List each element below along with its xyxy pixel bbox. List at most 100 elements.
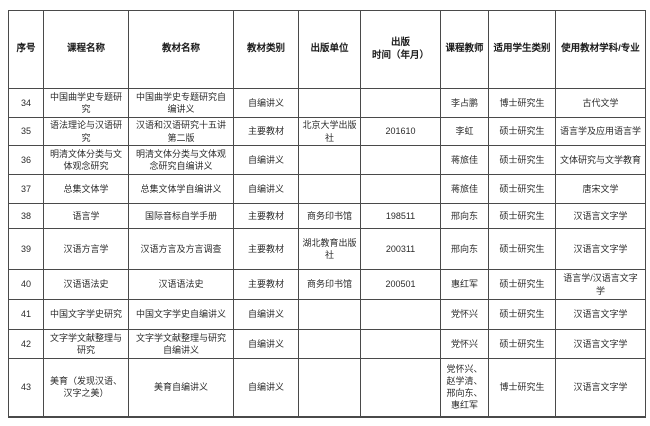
table-cell — [298, 145, 361, 175]
table-cell: 总集文体学自编讲义 — [128, 174, 234, 204]
table-cell: 汉语方言学 — [43, 228, 129, 270]
col-header-subject-major: 使用教材学科/专业 — [555, 10, 646, 89]
table-row: 35 语法理论与汉语研究 汉语和汉语研究十五讲第二版 主要教材 北京大学出版社 20161… — [8, 117, 646, 146]
table-cell: 主要教材 — [233, 269, 299, 300]
table-cell: 主要教材 — [233, 228, 299, 270]
table-header-row: 序号 课程名称 教材名称 教材类别 出版单位 出版 时间（年月） 课程教师 适用学生类别 使用教… — [8, 10, 646, 89]
table-cell: 湖北教育出版社 — [298, 228, 361, 270]
table-cell: 李虹 — [440, 117, 489, 146]
col-header-teacher: 课程教师 — [440, 10, 489, 89]
table-head: 序号 课程名称 教材名称 教材类别 出版单位 出版 时间（年月） 课程教师 适用学生类别 使用教… — [8, 10, 646, 89]
table-cell: 唐宋文学 — [555, 174, 646, 204]
table-cell: 198511 — [360, 203, 441, 229]
table-cell: 惠红军 — [440, 269, 489, 300]
table-cell: 汉语语法史 — [43, 269, 129, 300]
table-cell: 主要教材 — [233, 117, 299, 146]
table-cell: 蒋旅佳 — [440, 174, 489, 204]
table-cell: 李占鹏 — [440, 88, 489, 118]
table-cell: 汉语方言及方言调查 — [128, 228, 234, 270]
table-cell: 语法理论与汉语研究 — [43, 117, 129, 146]
table-cell — [298, 174, 361, 204]
table-cell: 38 — [8, 203, 44, 229]
table-row: 39 汉语方言学 汉语方言及方言调查 主要教材 湖北教育出版社 200311 邢向东 硕士研究… — [8, 228, 646, 270]
table-cell: 37 — [8, 174, 44, 204]
table-cell: 古代文学 — [555, 88, 646, 118]
table-cell: 自编讲义 — [233, 88, 299, 118]
table-cell: 文字学文献整理与研究自编讲义 — [128, 329, 234, 359]
textbook-list-table: 序号 课程名称 教材名称 教材类别 出版单位 出版 时间（年月） 课程教师 适用学生类别 使用教… — [8, 10, 646, 418]
table-cell: 文字学文献整理与研究 — [43, 329, 129, 359]
table-cell: 自编讲义 — [233, 299, 299, 330]
table-cell: 硕士研究生 — [488, 329, 556, 359]
table-cell — [360, 299, 441, 330]
table-cell: 39 — [8, 228, 44, 270]
table-cell: 邢向东 — [440, 228, 489, 270]
table-cell: 语言学及应用语言学 — [555, 117, 646, 146]
table-cell: 硕士研究生 — [488, 299, 556, 330]
table-cell: 中国曲学史专题研究 — [43, 88, 129, 118]
table-cell: 42 — [8, 329, 44, 359]
table-cell: 党怀兴、 赵学清、 邢向东、 惠红军 — [440, 358, 489, 417]
table-row: 36 明清文体分类与文体观念研究 明清文体分类与文体观念研究自编讲义 自编讲义 蒋旅佳硕… — [8, 145, 646, 175]
table-cell: 党怀兴 — [440, 299, 489, 330]
table-cell — [360, 329, 441, 359]
table-cell: 商务印书馆 — [298, 203, 361, 229]
table-cell: 商务印书馆 — [298, 269, 361, 300]
table-cell: 中国文字学史研究 — [43, 299, 129, 330]
table-cell: 总集文体学 — [43, 174, 129, 204]
table-cell: 34 — [8, 88, 44, 118]
table-row: 43 美育（发现汉语、汉字之美） 美育自编讲义 自编讲义 党怀兴、 赵学清、 邢向东、 … — [8, 358, 646, 417]
table-cell — [360, 358, 441, 417]
table-cell: 自编讲义 — [233, 358, 299, 417]
col-header-student-type: 适用学生类别 — [488, 10, 556, 89]
table-cell: 汉语言文字学 — [555, 299, 646, 330]
table-cell — [298, 358, 361, 417]
table-cell: 党怀兴 — [440, 329, 489, 359]
table-cell — [360, 145, 441, 175]
table-cell: 硕士研究生 — [488, 174, 556, 204]
table-cell: 自编讲义 — [233, 174, 299, 204]
table-body: 34 中国曲学史专题研究 中国曲学史专题研究自编讲义 自编讲义 李占鹏 博士研究生 古代文学… — [8, 88, 646, 417]
col-header-index: 序号 — [8, 10, 44, 89]
table-cell: 汉语语法史 — [128, 269, 234, 300]
table-row: 42 文字学文献整理与研究 文字学文献整理与研究自编讲义 自编讲义 党怀兴 硕士研究生 汉语… — [8, 329, 646, 359]
table-row: 41 中国文字学史研究 中国文字学史自编讲义 自编讲义 党怀兴 硕士研究生 汉语言文字学 — [8, 299, 646, 330]
table-row: 40 汉语语法史 汉语语法史 主要教材 商务印书馆 200501 惠红军 硕士研究生 语言学/汉… — [8, 269, 646, 300]
table-cell: 国际音标自学手册 — [128, 203, 234, 229]
table-cell: 明清文体分类与文体观念研究 — [43, 145, 129, 175]
table-cell: 硕士研究生 — [488, 117, 556, 146]
table-cell: 汉语言文字学 — [555, 358, 646, 417]
table-cell: 硕士研究生 — [488, 203, 556, 229]
table-cell: 自编讲义 — [233, 329, 299, 359]
col-header-course-name: 课程名称 — [43, 10, 129, 89]
table-cell: 201610 — [360, 117, 441, 146]
col-header-textbook-category: 教材类别 — [233, 10, 299, 89]
col-header-publisher: 出版单位 — [298, 10, 361, 89]
table-cell: 汉语言文字学 — [555, 228, 646, 270]
table-cell: 中国曲学史专题研究自编讲义 — [128, 88, 234, 118]
table-cell — [298, 329, 361, 359]
table-cell: 汉语言文字学 — [555, 329, 646, 359]
table-cell: 主要教材 — [233, 203, 299, 229]
table-cell: 汉语和汉语研究十五讲第二版 — [128, 117, 234, 146]
table-cell: 博士研究生 — [488, 88, 556, 118]
table-cell: 35 — [8, 117, 44, 146]
table-cell: 明清文体分类与文体观念研究自编讲义 — [128, 145, 234, 175]
table-cell — [360, 174, 441, 204]
table-cell: 语言学 — [43, 203, 129, 229]
table-cell: 博士研究生 — [488, 358, 556, 417]
table-cell: 语言学/汉语言文字学 — [555, 269, 646, 300]
table-cell: 硕士研究生 — [488, 228, 556, 270]
table-cell: 40 — [8, 269, 44, 300]
table-cell: 北京大学出版社 — [298, 117, 361, 146]
table-cell: 200311 — [360, 228, 441, 270]
table-cell — [298, 299, 361, 330]
col-header-publish-date: 出版 时间（年月） — [360, 10, 441, 89]
table-row: 37 总集文体学 总集文体学自编讲义 自编讲义 蒋旅佳 硕士研究生 唐宋文学 — [8, 174, 646, 204]
table-cell — [298, 88, 361, 118]
table-cell: 美育（发现汉语、汉字之美） — [43, 358, 129, 417]
table-cell: 蒋旅佳 — [440, 145, 489, 175]
table-row: 38 语言学 国际音标自学手册 主要教材 商务印书馆 198511 邢向东 硕士研究生 汉语言文… — [8, 203, 646, 229]
col-header-textbook-name: 教材名称 — [128, 10, 234, 89]
